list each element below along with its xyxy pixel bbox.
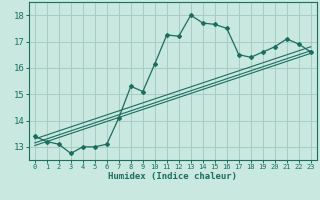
X-axis label: Humidex (Indice chaleur): Humidex (Indice chaleur) xyxy=(108,172,237,181)
